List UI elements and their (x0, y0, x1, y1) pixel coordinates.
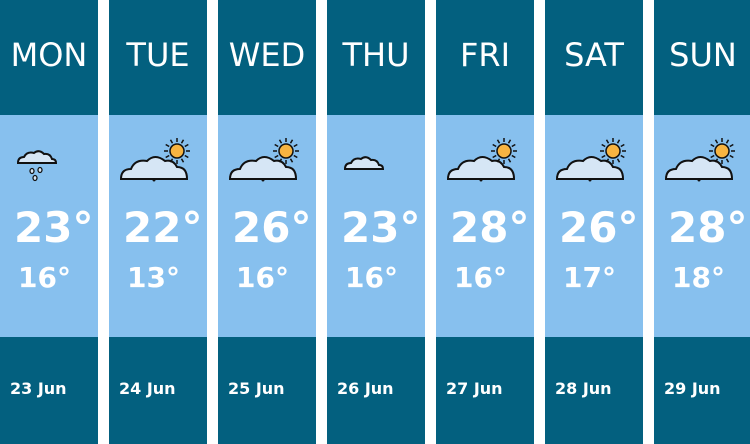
high-temp: 28° (450, 203, 530, 252)
light-rain-icon (16, 150, 58, 182)
day-name: TUE (109, 0, 207, 115)
day-name: SUN (654, 0, 750, 115)
forecast-panel: 26° 17° (545, 115, 643, 337)
high-temp: 28° (668, 203, 748, 252)
forecast-panel: 26° 16° (218, 115, 316, 337)
day-name: THU (327, 0, 425, 115)
low-temp: 17° (563, 261, 616, 294)
date: 26 Jun (337, 379, 394, 398)
day-column-mon[interactable]: MON 23° 16° 23 Jun (0, 0, 98, 444)
sun (164, 138, 190, 164)
day-name: SAT (545, 0, 643, 115)
sun (709, 138, 735, 164)
sunny-intervals-icon (228, 138, 299, 182)
day-name: WED (218, 0, 316, 115)
sunny-intervals-icon (555, 138, 626, 182)
high-temp: 22° (123, 203, 203, 252)
day-column-sun[interactable]: SUN 28° 18° 29 Jun (654, 0, 750, 444)
date-panel: 27 Jun (436, 337, 534, 444)
date: 24 Jun (119, 379, 176, 398)
date-panel: 28 Jun (545, 337, 643, 444)
low-temp: 13° (127, 261, 180, 294)
day-column-tue[interactable]: TUE 22° 13° 24 Jun (109, 0, 207, 444)
date-panel: 26 Jun (327, 337, 425, 444)
sun (600, 138, 626, 164)
forecast-panel: 23° 16° (327, 115, 425, 337)
date: 29 Jun (664, 379, 721, 398)
light-cloud-icon (343, 156, 385, 170)
low-temp: 18° (672, 261, 725, 294)
high-temp: 23° (14, 203, 94, 252)
day-name: MON (0, 0, 98, 115)
high-temp: 26° (559, 203, 639, 252)
forecast-panel: 23° 16° (0, 115, 98, 337)
high-temp: 26° (232, 203, 312, 252)
low-temp: 16° (454, 261, 507, 294)
day-name: FRI (436, 0, 534, 115)
day-column-sat[interactable]: SAT 26° 17° 28 Jun (545, 0, 643, 444)
forecast-panel: 28° 18° (654, 115, 750, 337)
high-temp: 23° (341, 203, 421, 252)
date-panel: 29 Jun (654, 337, 750, 444)
date: 23 Jun (10, 379, 67, 398)
sunny-intervals-icon (664, 138, 735, 182)
date: 27 Jun (446, 379, 503, 398)
low-temp: 16° (345, 261, 398, 294)
day-column-fri[interactable]: FRI 28° 16° 27 Jun (436, 0, 534, 444)
low-temp: 16° (18, 261, 71, 294)
day-column-thu[interactable]: THU 23° 16° 26 Jun (327, 0, 425, 444)
date-panel: 25 Jun (218, 337, 316, 444)
forecast-panel: 22° 13° (109, 115, 207, 337)
sun (491, 138, 517, 164)
date: 28 Jun (555, 379, 612, 398)
forecast-panel: 28° 16° (436, 115, 534, 337)
day-column-wed[interactable]: WED 26° 16° 25 Jun (218, 0, 316, 444)
date: 25 Jun (228, 379, 285, 398)
sunny-intervals-icon (446, 138, 517, 182)
low-temp: 16° (236, 261, 289, 294)
sun (273, 138, 299, 164)
date-panel: 23 Jun (0, 337, 98, 444)
date-panel: 24 Jun (109, 337, 207, 444)
sunny-intervals-icon (119, 138, 190, 182)
